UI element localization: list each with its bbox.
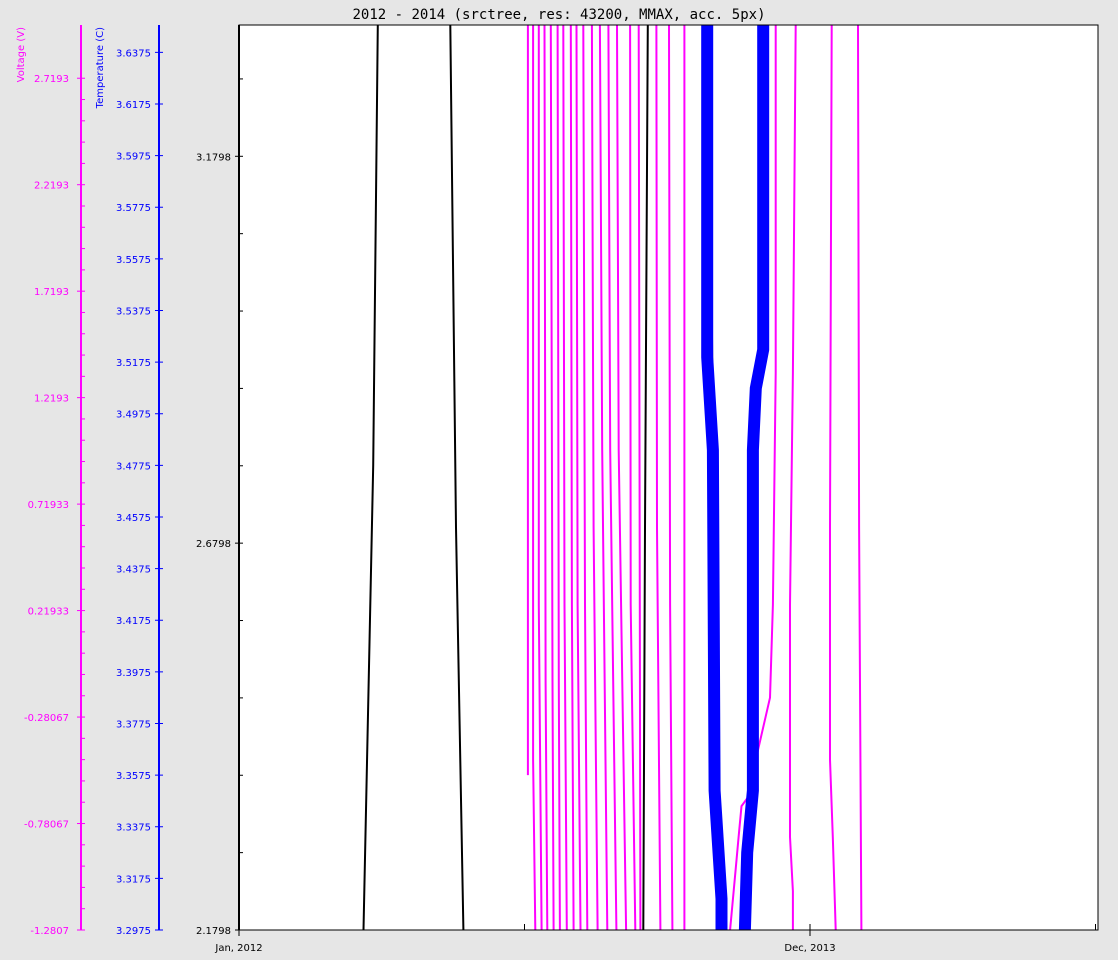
y-axis-2-tick-label: 3.5975	[116, 152, 151, 163]
series-line-3	[642, 24, 649, 930]
y-axis-1-tick-label: 2.2193	[34, 181, 69, 192]
series-line-14	[582, 24, 589, 930]
y-axis-2-tick-label: 3.3375	[116, 823, 151, 834]
y-axis-2-tick-label: 3.2975	[116, 926, 151, 937]
y-axis-2-tick-label: 3.4375	[116, 565, 151, 576]
y-axis-2-tick-label: 3.6375	[116, 48, 151, 59]
series-line-13	[575, 24, 582, 930]
series-line-9	[549, 24, 555, 930]
y-axis-2-tick-label: 3.4175	[116, 616, 151, 627]
y-axis-2-tick-label: 3.5775	[116, 203, 151, 214]
axes-layer: -1.2807 -0.78067 -0.28067 0.21933 0.71933 1.2…	[16, 24, 1099, 954]
series-line-27	[857, 24, 863, 930]
series-line-8	[543, 24, 549, 930]
y-axis-2-tick-label: 3.3175	[116, 874, 151, 885]
y-axis-2-tick-label: 3.3775	[116, 719, 151, 730]
y-axis-1-title: Voltage (V)	[16, 27, 27, 82]
x-axis-tick-label: Jan, 2012	[214, 943, 262, 954]
y-axis-1-tick-label: 1.2193	[34, 394, 69, 405]
y-axis-2-tick-label: 3.4775	[116, 461, 151, 472]
series-line-22	[668, 24, 674, 930]
y-axis-2-tick-label: 3.5575	[116, 255, 151, 266]
y-axis-1-tick-label: -0.78067	[24, 820, 69, 831]
series-line-11	[562, 24, 568, 930]
chart-title: 2012 - 2014 (srctree, res: 43200, MMAX, …	[352, 7, 765, 23]
y-axis-2-tick-label: 3.5175	[116, 358, 151, 369]
series-line-19	[629, 24, 637, 930]
series-line-29	[738, 24, 770, 930]
y-axis-3-tick-label: 2.1798	[196, 926, 231, 937]
y-axis-3-tick-label: 3.1798	[196, 152, 231, 163]
y-axis-1-tick-label: -1.2807	[30, 926, 69, 937]
y-axis-1-tick-label: 1.7193	[34, 287, 69, 298]
y-axis-2-tick-label: 3.4975	[116, 410, 151, 421]
series-line-1	[362, 24, 379, 930]
series-line-7	[537, 24, 543, 930]
y-axis-2-tick-label: 3.5375	[116, 306, 151, 317]
series-line-18	[616, 24, 628, 930]
y-axis-2-tick-label: 3.3575	[116, 771, 151, 782]
series-line-26	[829, 24, 837, 930]
series-line-6	[532, 24, 537, 930]
series-line-2	[449, 24, 465, 930]
series-layer	[362, 24, 863, 930]
y-axis-2-tick-label: 3.4575	[116, 513, 151, 524]
y-axis-1-tick-label: 0.21933	[28, 607, 69, 618]
series-line-17	[607, 24, 618, 930]
y-axis-2-tick-label: 3.6175	[116, 100, 151, 111]
y-axis-1-tick-label: -0.28067	[24, 713, 69, 724]
series-line-15	[590, 24, 599, 930]
series-line-16	[598, 24, 609, 930]
y-axis-3-tick-label: 2.6798	[196, 539, 231, 550]
x-axis-tick-label: Dec, 2013	[784, 943, 835, 954]
y-axis-1-tick-label: 0.71933	[28, 500, 69, 511]
series-line-28	[701, 24, 728, 930]
series-line-12	[569, 24, 575, 930]
y-axis-2-tick-label: 3.3975	[116, 668, 151, 679]
y-axis-2-title: Temperature (C)	[95, 27, 106, 109]
y-axis-1-tick-label: 2.7193	[34, 74, 69, 85]
series-line-10	[556, 24, 561, 930]
series-line-25	[789, 24, 797, 930]
series-line-20	[637, 24, 642, 930]
series-line-21	[655, 24, 662, 930]
